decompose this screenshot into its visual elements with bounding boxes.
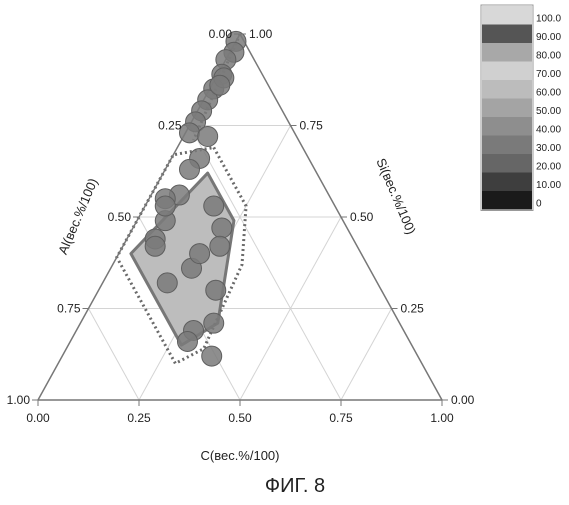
figure-caption: ФИГ. 8 xyxy=(265,475,325,497)
legend-label: 0 xyxy=(536,199,542,210)
legend-swatch xyxy=(482,173,532,192)
legend-swatch xyxy=(482,154,532,173)
data-point xyxy=(212,218,232,238)
legend-label: 30.00 xyxy=(536,143,561,154)
al-tick-label: 0.75 xyxy=(57,302,81,316)
data-point xyxy=(157,273,177,293)
c-tick-label: 0.75 xyxy=(329,411,353,425)
legend-swatch xyxy=(482,62,532,81)
c-axis-title: C(вес.%/100) xyxy=(200,448,279,463)
legend: 100.0 90.00 80.00 70.00 60.00 50.00 40.00 30.00… xyxy=(481,5,561,211)
al-tick-label: 0.00 xyxy=(209,27,233,41)
grid-line xyxy=(89,309,140,401)
c-tick-label: 0.25 xyxy=(127,411,151,425)
grid-layer xyxy=(89,126,392,401)
si-tick-label: 0.00 xyxy=(451,393,475,407)
al-tick-label: 1.00 xyxy=(7,393,31,407)
si-tick-label: 0.25 xyxy=(401,302,425,316)
data-point xyxy=(206,280,226,300)
data-point xyxy=(198,126,218,146)
legend-label: 90.00 xyxy=(536,32,561,43)
al-axis-title: Al(вес.%/100) xyxy=(55,176,101,257)
legend-swatch xyxy=(482,136,532,155)
al-tick-label: 0.50 xyxy=(108,210,132,224)
data-point xyxy=(204,196,224,216)
legend-label: 60.00 xyxy=(536,88,561,99)
legend-swatch xyxy=(482,117,532,136)
c-tick-label: 1.00 xyxy=(430,411,454,425)
data-point xyxy=(180,159,200,179)
legend-label: 80.00 xyxy=(536,51,561,62)
si-tick-label: 0.50 xyxy=(350,210,374,224)
c-tick-label: 0.50 xyxy=(228,411,252,425)
data-point xyxy=(190,244,210,264)
legend-label: 40.00 xyxy=(536,125,561,136)
legend-label: 100.0 xyxy=(536,14,561,25)
data-point xyxy=(177,331,197,351)
si-tick-label: 0.75 xyxy=(300,119,324,133)
si-tick-label: 1.00 xyxy=(249,27,273,41)
legend-label: 10.00 xyxy=(536,180,561,191)
legend-swatch xyxy=(482,99,532,118)
data-point xyxy=(145,236,165,256)
data-point xyxy=(210,75,230,95)
data-point xyxy=(155,196,175,216)
legend-swatch xyxy=(482,80,532,99)
legend-label: 50.00 xyxy=(536,106,561,117)
grid-line xyxy=(341,309,392,401)
legend-label: 20.00 xyxy=(536,162,561,173)
legend-swatch xyxy=(482,6,532,25)
data-point xyxy=(202,346,222,366)
legend-swatch xyxy=(482,191,532,210)
al-tick-label: 0.25 xyxy=(158,119,182,133)
data-point xyxy=(204,313,224,333)
si-axis-title: Si(вес.%/100) xyxy=(373,156,419,237)
c-tick-label: 0.00 xyxy=(26,411,50,425)
legend-label: 70.00 xyxy=(536,69,561,80)
legend-swatch xyxy=(482,25,532,44)
data-point xyxy=(210,236,230,256)
legend-swatch xyxy=(482,43,532,62)
